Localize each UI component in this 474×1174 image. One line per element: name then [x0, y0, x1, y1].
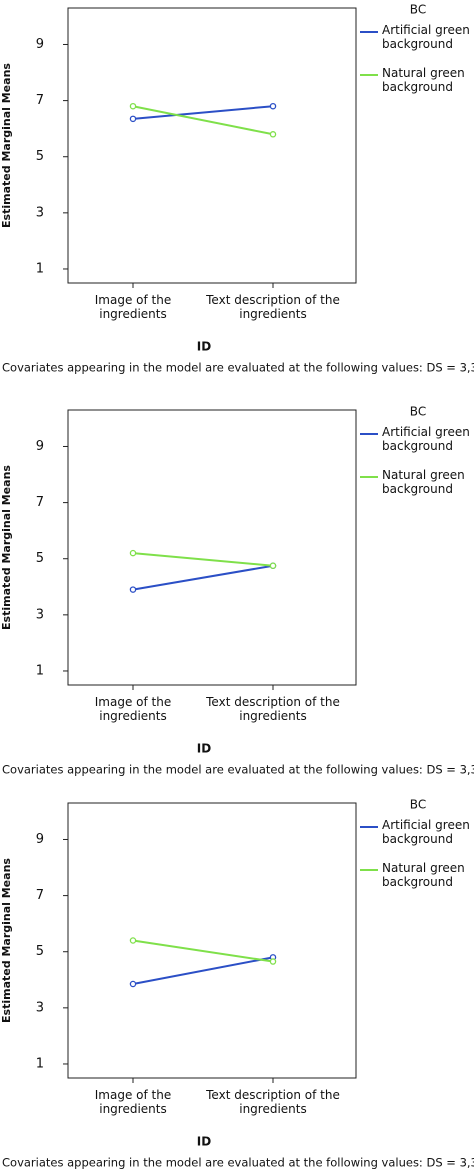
y-tick-label: 1 — [36, 663, 44, 678]
note: Covariates appearing in the model are ev… — [2, 1156, 474, 1170]
legend-label: Artificial green background — [382, 818, 470, 846]
legend-label: Artificial green background — [382, 23, 470, 51]
y-axis-label: Estimated Marginal Means — [0, 63, 13, 228]
plot-frame — [67, 802, 357, 1079]
y-tick-label: 3 — [36, 607, 44, 622]
plot-frame — [67, 7, 357, 284]
y-tick-label: 5 — [36, 149, 44, 164]
point — [129, 586, 137, 593]
x-tick-label: Text description of the ingredients — [206, 1088, 340, 1116]
point — [129, 102, 137, 110]
legend-label-box: Natural green background — [382, 861, 465, 889]
line — [132, 552, 274, 567]
legend-label-box: Natural green background — [382, 66, 465, 94]
x-tick-label-box: Image of the ingredients — [94, 695, 172, 723]
y-tick-label: 7 — [36, 495, 44, 510]
y-tick-label: 5 — [36, 551, 44, 566]
y-axis-label: Estimated Marginal Means — [0, 465, 13, 630]
point — [129, 937, 137, 944]
legend-label-box: Artificial green background — [382, 425, 470, 453]
point — [269, 102, 277, 110]
note: Covariates appearing in the model are ev… — [2, 361, 474, 375]
legend-label-box: Natural green background — [382, 468, 465, 496]
legend-title: BC — [410, 798, 426, 812]
y-tick-label: 3 — [36, 205, 44, 220]
legend-title: BC — [410, 405, 426, 419]
line — [132, 939, 274, 963]
x-axis-label: ID — [197, 340, 211, 354]
point — [269, 562, 277, 569]
legend-label: Natural green background — [382, 468, 465, 496]
legend-label: Natural green background — [382, 66, 465, 94]
x-axis-label: ID — [197, 1135, 211, 1149]
line — [132, 105, 274, 120]
point — [129, 115, 137, 123]
x-tick-label: Text description of the ingredients — [206, 695, 340, 723]
x-tick-label: Image of the ingredients — [94, 695, 172, 723]
y-tick-label: 9 — [36, 832, 44, 847]
line — [132, 105, 274, 136]
x-tick-label: Image of the ingredients — [94, 1088, 172, 1116]
x-tick-label: Image of the ingredients — [94, 293, 172, 321]
point — [129, 549, 137, 557]
y-tick-label: 7 — [36, 888, 44, 903]
line — [132, 564, 274, 591]
plot-frame — [67, 409, 357, 686]
point — [269, 131, 277, 138]
y-tick-label: 9 — [36, 439, 44, 454]
legend-label: Artificial green background — [382, 425, 470, 453]
point — [129, 980, 137, 988]
y-tick-label: 5 — [36, 944, 44, 959]
x-tick-label-box: Text description of the ingredients — [206, 1088, 340, 1116]
legend-label-box: Artificial green background — [382, 23, 470, 51]
y-tick-label: 1 — [36, 261, 44, 276]
point — [269, 958, 277, 965]
y-tick-label: 7 — [36, 93, 44, 108]
x-tick-label-box: Text description of the ingredients — [206, 695, 340, 723]
x-tick-label-box: Text description of the ingredients — [206, 293, 340, 321]
y-tick-label: 1 — [36, 1056, 44, 1071]
legend-title: BC — [410, 3, 426, 17]
y-tick-label: 9 — [36, 37, 44, 52]
x-axis-label: ID — [197, 742, 211, 756]
legend-label: Natural green background — [382, 861, 465, 889]
note: Covariates appearing in the model are ev… — [2, 763, 474, 777]
line — [132, 956, 274, 985]
x-tick-label: Text description of the ingredients — [206, 293, 340, 321]
y-axis-label: Estimated Marginal Means — [0, 858, 13, 1023]
legend-label-box: Artificial green background — [382, 818, 470, 846]
y-tick-label: 3 — [36, 1000, 44, 1015]
x-tick-label-box: Image of the ingredients — [94, 293, 172, 321]
x-tick-label-box: Image of the ingredients — [94, 1088, 172, 1116]
